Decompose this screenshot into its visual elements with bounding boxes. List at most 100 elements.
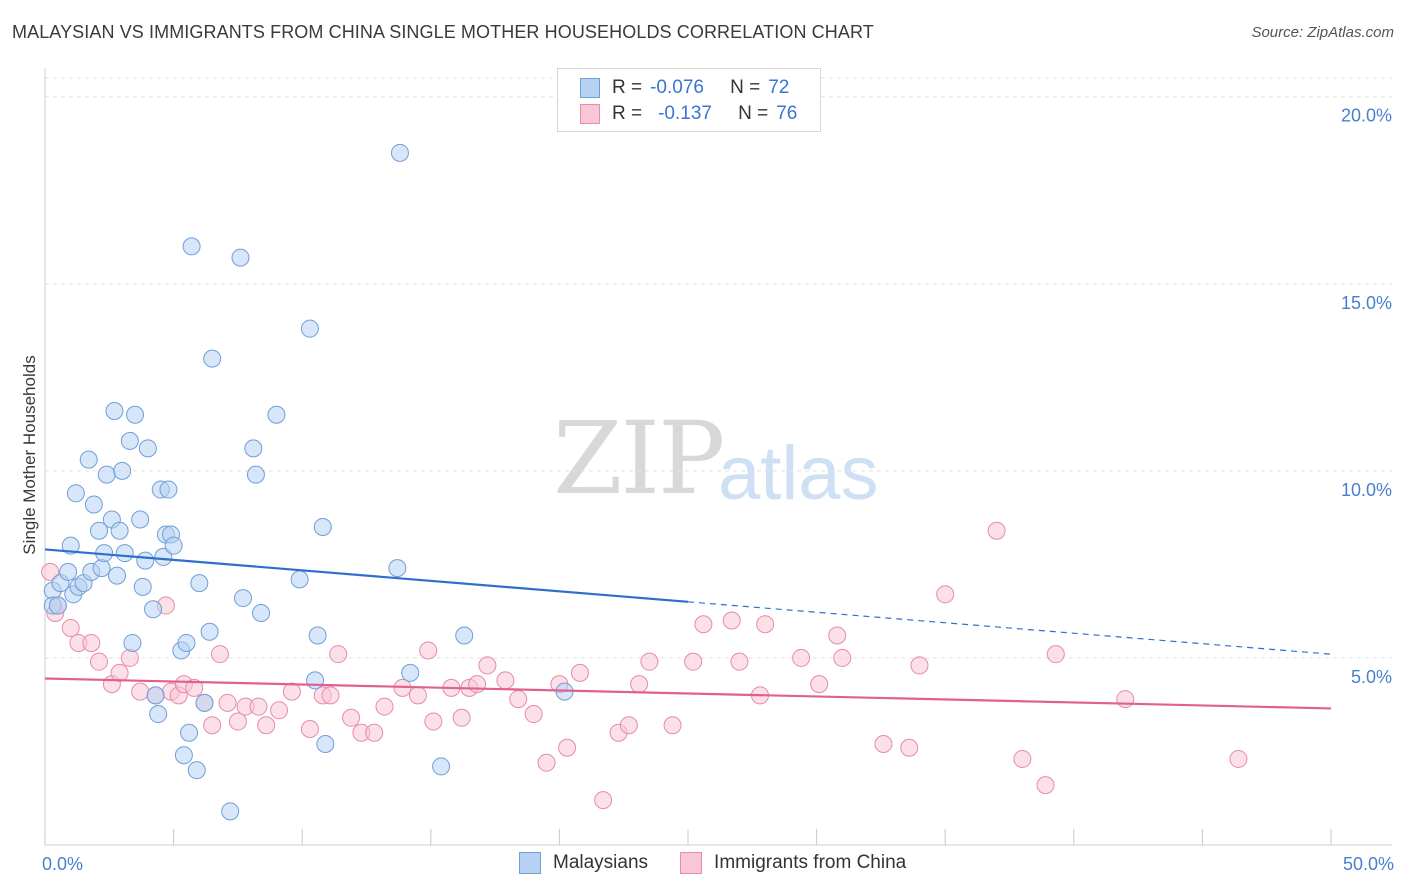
data-point-china [558,738,577,757]
data-point-malaysians [267,405,286,424]
data-point-china [90,652,109,671]
legend-item-malaysians[interactable]: Malaysians [519,852,648,874]
data-point-malaysians [66,484,85,503]
data-point-malaysians [187,761,206,780]
series-immigrants-from-china [41,521,1248,810]
data-point-malaysians [113,461,132,480]
data-point-china [257,716,276,735]
data-point-china [282,682,301,701]
watermark-atlas: atlas [718,431,879,516]
data-point-china [419,641,438,660]
data-point-china [228,712,247,731]
data-point-china [375,697,394,716]
legend-n-label: N = [738,103,769,124]
legend-swatch-china [680,852,703,874]
data-point-malaysians [59,562,78,581]
data-point-china [1046,645,1065,664]
data-point-malaysians [146,686,165,705]
data-point-china [730,652,749,671]
data-point-china [408,686,427,705]
watermark-zip: ZIP [553,400,725,517]
tick-labels: 5.0% 10.0% 15.0% 20.0% 0.0% 50.0% [42,106,1394,874]
trend-line-malaysians-projection [687,601,1332,655]
y-tick-label: 15.0% [1341,293,1392,313]
data-point-malaysians [133,577,152,596]
legend-r-label: R = [612,77,643,98]
data-point-malaysians [136,551,155,570]
data-point-china [120,648,139,667]
data-point-malaysians [195,693,214,712]
data-point-china [663,716,682,735]
data-point-china [1229,749,1248,768]
data-point-china [82,633,101,652]
data-point-china [619,716,638,735]
data-point-malaysians [432,757,451,776]
trend-line-malaysians [44,548,689,603]
correlation-legend: R = -0.076 N = 72 R = -0.137 N = 76 [557,68,821,132]
data-point-china [300,720,319,739]
chart-title: MALAYSIAN VS IMMIGRANTS FROM CHINA SINGL… [12,22,874,42]
data-point-malaysians [131,510,150,529]
data-point-malaysians [90,521,109,540]
data-point-malaysians [105,401,124,420]
legend-row-malaysians: R = -0.076 N = 72 [580,76,789,100]
data-point-china [910,656,929,675]
legend-n-value: 72 [768,77,790,98]
data-point-china [524,705,543,724]
data-point-malaysians [92,559,111,578]
data-point-china [185,678,204,697]
data-point-china [210,645,229,664]
data-point-malaysians [177,633,196,652]
data-point-china [874,734,893,753]
y-tick-label: 5.0% [1351,667,1392,687]
data-point-china [41,562,60,581]
data-point-malaysians [61,536,80,555]
data-point-china [936,585,955,604]
data-point-malaysians [182,237,201,256]
data-point-china [1013,749,1032,768]
x-tick-label-max: 50.0% [1343,854,1394,874]
data-point-china [509,690,528,709]
data-point-china [329,645,348,664]
data-point-malaysians [234,589,253,608]
data-point-china [833,648,852,667]
y-axis-label: Single Mother Households [20,355,39,554]
legend-r-value: -0.137 [658,103,712,124]
data-point-malaysians [149,705,168,724]
data-point-china [756,615,775,634]
legend-label-malaysians: Malaysians [553,852,649,873]
data-point-malaysians [244,439,263,458]
data-point-china [342,708,361,727]
data-point-malaysians [313,517,332,536]
data-point-malaysians [144,600,163,619]
legend-n-value: 76 [776,103,798,124]
data-point-malaysians [97,465,116,484]
data-point-china [452,708,471,727]
data-point-china [828,626,847,645]
axes [44,68,1392,846]
data-point-china [110,663,129,682]
gridlines [45,77,1392,659]
data-point-malaysians [390,143,409,162]
legend-swatch-malaysians [580,78,600,98]
data-point-malaysians [300,319,319,338]
data-point-malaysians [200,622,219,641]
data-point-china [694,615,713,634]
data-point-china [203,716,222,735]
legend-item-china[interactable]: Immigrants from China [680,852,906,874]
trend-lines [44,548,1332,710]
data-point-china [537,753,556,772]
y-tick-label: 20.0% [1341,106,1392,126]
data-point-china [270,701,289,720]
data-point-china [468,675,487,694]
data-point-malaysians [110,521,129,540]
data-point-malaysians [120,431,139,450]
data-point-china [640,652,659,671]
data-point-china [594,791,613,810]
data-point-china [987,521,1006,540]
data-point-china [684,652,703,671]
data-point-china [478,656,497,675]
legend-r-value: -0.076 [650,77,704,98]
y-tick-label: 10.0% [1341,480,1392,500]
